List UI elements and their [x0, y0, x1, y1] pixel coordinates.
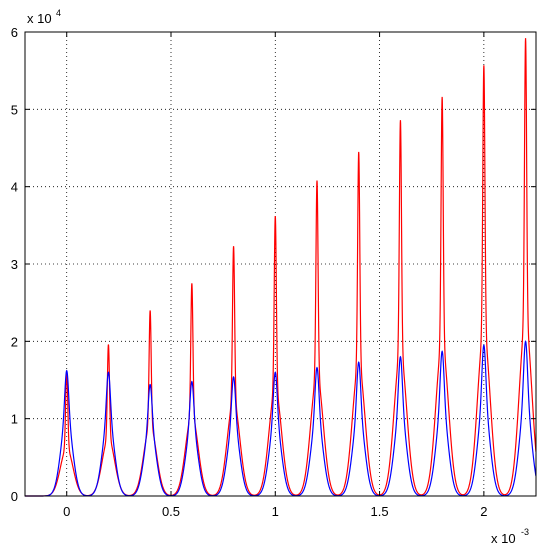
y-tick-label: 6: [11, 25, 18, 40]
y-tick-label: 0: [11, 489, 18, 504]
y-exponent-power: 4: [56, 8, 61, 18]
y-exponent-label: x 10 4: [27, 8, 61, 26]
y-tick-label: 2: [11, 334, 18, 349]
x-tick-label: 1: [272, 504, 279, 519]
x-exponent-label: x 10 -3: [491, 527, 529, 546]
y-tick-label: 4: [11, 180, 18, 195]
x-tick-label: 0.5: [162, 504, 180, 519]
y-tick-label: 5: [11, 102, 18, 117]
tick-layer: 0 0.5 1 1.5 2 0 1 2 3 4 5 6: [11, 25, 536, 519]
blue-series-line: [25, 340, 537, 497]
y-tick-label: 3: [11, 257, 18, 272]
x-tick-label: 2: [480, 504, 487, 519]
series-layer: [25, 38, 537, 497]
x-exponent-base: x 10: [491, 531, 516, 546]
y-exponent-base: x 10: [27, 11, 52, 26]
x-tick-label: 0: [63, 504, 70, 519]
x-exponent-power: -3: [521, 527, 529, 537]
x-tick-label: 1.5: [371, 504, 389, 519]
grid-layer: [25, 32, 536, 496]
red-series-line: [25, 38, 537, 497]
y-tick-label: 1: [11, 412, 18, 427]
